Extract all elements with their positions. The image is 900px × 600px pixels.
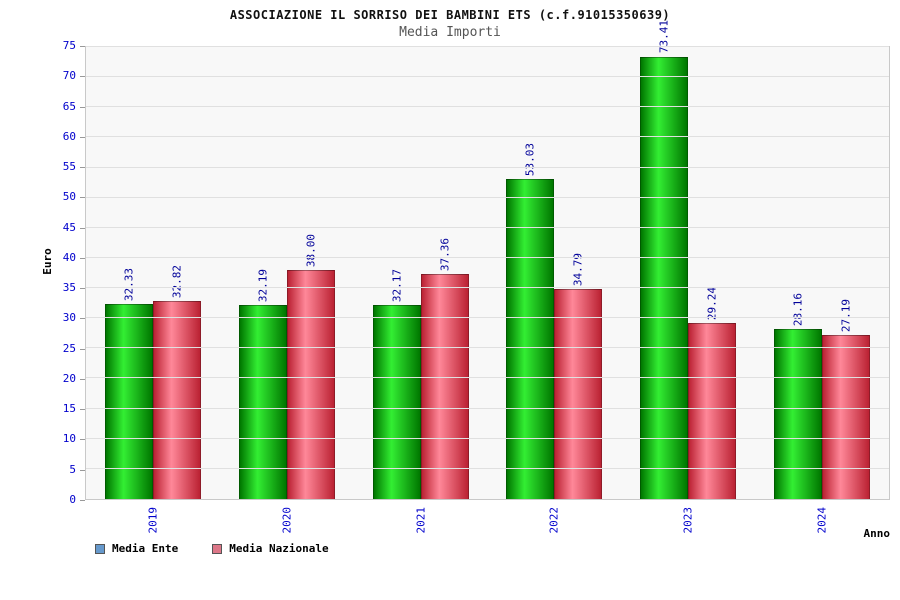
y-tick-mark	[80, 348, 85, 350]
y-tick-label: 35	[62, 281, 76, 295]
y-tick-label: 25	[62, 341, 76, 355]
y-tick-mark	[80, 288, 85, 290]
y-tick-label: 30	[62, 311, 76, 325]
bar-media-ente: 73.41	[640, 20, 689, 499]
y-tick-label: 70	[62, 69, 76, 83]
bar-media-nazionale: 37.36	[420, 238, 469, 499]
gridline	[86, 136, 889, 138]
y-tick-label: 10	[62, 432, 76, 446]
bar-group: 53.03 34.79 2022	[506, 47, 603, 534]
bar-value-label: 28.16	[791, 293, 805, 327]
y-tick-mark	[80, 500, 85, 501]
bar-media-ente: 32.17	[372, 269, 421, 499]
bar-media-ente: 32.19	[238, 269, 287, 499]
y-tick-mark	[80, 106, 85, 108]
legend-label: Media Ente	[112, 542, 179, 555]
x-tick-label: 2023	[681, 507, 695, 534]
gridline	[86, 467, 889, 469]
y-tick-label: 75	[62, 39, 76, 52]
y-tick-label: 40	[62, 250, 76, 264]
y-tick-mark	[80, 318, 85, 320]
y-tick-mark	[80, 76, 85, 78]
y-tick-mark	[80, 167, 85, 169]
gridline	[86, 226, 889, 228]
bar-media-ente: 32.33	[104, 268, 153, 499]
gridline	[86, 256, 889, 258]
x-tick-label: 2020	[280, 507, 294, 534]
bar-series-area: 32.33 32.82 2019 32.19 38.00 2020 32.17 37.36 20…	[86, 20, 889, 534]
bar-group: 32.19 38.00 2020	[238, 47, 335, 534]
legend-swatch	[212, 543, 223, 554]
gridline	[86, 287, 889, 289]
bar-media-nazionale: 34.79	[554, 253, 603, 499]
bar-value-label: 32.19	[256, 268, 270, 303]
x-tick-label: 2022	[547, 507, 561, 534]
bar-group: 32.33 32.82 2019	[104, 47, 201, 534]
y-tick-label: 65	[62, 99, 76, 113]
y-tick-mark	[80, 378, 85, 380]
legend-item: Media Ente	[95, 542, 178, 555]
y-tick-mark	[80, 469, 85, 471]
x-axis-label: Anno	[863, 527, 891, 540]
bar-media-nazionale: 32.82	[152, 265, 201, 499]
y-tick-label: 5	[69, 462, 76, 476]
bar-value-label: 34.79	[571, 253, 585, 287]
bar-value-label: 32.33	[122, 268, 136, 302]
x-tick-label: 2024	[815, 507, 829, 534]
y-tick-mark	[80, 197, 85, 199]
gridline	[86, 437, 889, 439]
bar-value-label: 53.03	[523, 143, 537, 177]
gridline	[86, 46, 889, 47]
y-tick-label: 0	[69, 493, 76, 506]
gridline	[86, 347, 889, 349]
bar-media-nazionale: 29.24	[688, 287, 737, 499]
y-tick-label: 20	[62, 371, 76, 385]
bar-media-nazionale: 27.19	[822, 299, 871, 499]
legend-item: Media Nazionale	[212, 542, 329, 555]
bar-group: 73.41 29.24 2023	[640, 20, 737, 534]
bar-media-ente: 28.16	[774, 293, 823, 499]
y-tick-mark	[80, 439, 85, 441]
bar-value-label: 37.36	[438, 237, 452, 271]
y-tick-label: 45	[62, 220, 76, 234]
bar-value-label: 27.19	[839, 299, 853, 333]
legend-label: Media Nazionale	[229, 542, 329, 555]
legend: Media Ente Media Nazionale	[95, 542, 329, 555]
x-tick-label: 2021	[414, 507, 428, 534]
bar-value-label: 38.00	[304, 233, 318, 267]
bar-media-nazionale: 38.00	[286, 234, 335, 499]
y-tick-label: 55	[62, 160, 76, 174]
bar-media-ente: 53.03	[506, 143, 555, 499]
y-tick-mark	[80, 257, 85, 259]
gridline	[86, 317, 889, 319]
y-tick-label: 15	[62, 402, 76, 416]
y-tick-label: 60	[62, 129, 76, 143]
bar-group: 28.16 27.19 2024	[774, 47, 871, 534]
y-tick-mark	[80, 136, 85, 138]
x-tick-label: 2019	[146, 507, 160, 534]
y-tick-label: 50	[62, 190, 76, 204]
gridline	[86, 76, 889, 78]
y-tick-mark	[80, 227, 85, 229]
bar-value-label: 32.82	[170, 265, 184, 299]
gridline	[86, 196, 889, 198]
y-tick-mark	[80, 46, 85, 47]
gridline	[86, 407, 889, 409]
y-tick-mark	[80, 409, 85, 411]
plot-area: 32.33 32.82 2019 32.19 38.00 2020 32.17 37.36 20…	[85, 20, 890, 534]
bar-value-label: 32.17	[390, 269, 404, 303]
gridline	[86, 377, 889, 379]
chart-subtitle: Media Importi	[399, 25, 501, 40]
bar-group: 32.17 37.36 2021	[372, 47, 469, 534]
legend-swatch	[95, 543, 105, 554]
chart-title: ASSOCIAZIONE IL SORRISO DEI BAMBINI ETS …	[229, 8, 671, 22]
bar-value-label: 29.24	[705, 286, 719, 320]
gridline	[86, 166, 889, 168]
gridline	[86, 106, 889, 108]
bar-value-label: 73.41	[657, 20, 671, 54]
